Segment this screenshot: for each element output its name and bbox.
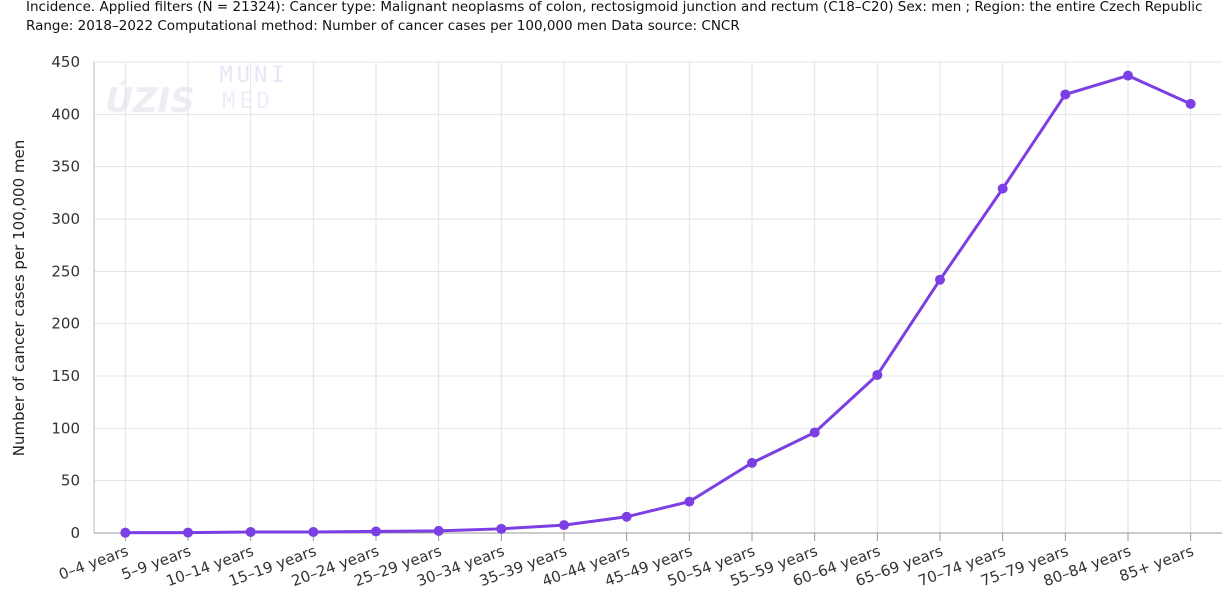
y-axis-label: Number of cancer cases per 100,000 men <box>10 140 28 457</box>
point <box>559 520 569 531</box>
point <box>621 511 632 522</box>
point <box>809 427 820 438</box>
point <box>997 183 1008 194</box>
point <box>935 274 945 285</box>
y-tick-label: 200 <box>51 315 80 333</box>
point <box>120 527 131 538</box>
y-tick-label: 50 <box>61 472 80 490</box>
watermark: MUNI <box>220 63 289 88</box>
point <box>1123 70 1133 81</box>
watermark: ÚZIS <box>105 80 194 121</box>
y-tick-label: 250 <box>51 262 80 280</box>
y-tick-label: 100 <box>51 419 80 437</box>
point <box>308 526 319 537</box>
y-tick-label: 450 <box>51 53 80 71</box>
x-tick-label: 0–4 years <box>56 542 131 584</box>
point <box>1060 89 1071 100</box>
y-tick-label: 300 <box>51 210 80 228</box>
point <box>245 526 256 537</box>
chart-title: Incidence. Applied filters (N = 21324): … <box>26 0 1202 15</box>
point <box>496 523 507 534</box>
y-tick-label: 150 <box>51 367 80 385</box>
y-tick-label: 0 <box>70 524 80 542</box>
watermark: MED <box>222 89 274 114</box>
point <box>872 369 883 380</box>
point <box>433 525 444 536</box>
point <box>747 457 757 468</box>
y-tick-label: 350 <box>51 158 80 176</box>
line <box>125 74 1192 535</box>
y-tick-label: 400 <box>51 105 80 123</box>
point <box>183 527 193 538</box>
point <box>371 526 381 537</box>
point <box>684 496 695 507</box>
point <box>1185 98 1196 109</box>
chart-title: Range: 2018–2022 Computational method: N… <box>26 18 740 34</box>
